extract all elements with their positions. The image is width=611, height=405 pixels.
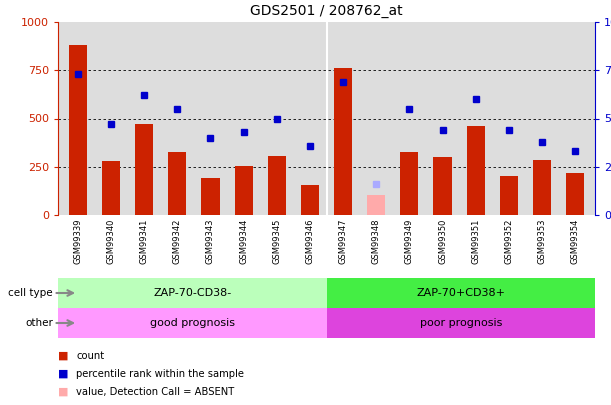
Bar (367, 195, 386, 215)
Bar (102, 161, 120, 215)
Text: GSM99352: GSM99352 (504, 218, 513, 264)
Text: poor prognosis: poor prognosis (420, 318, 502, 328)
Bar (500, 177, 518, 215)
Bar (301, 185, 319, 215)
Text: cell type: cell type (9, 288, 53, 298)
Text: count: count (76, 351, 104, 361)
Text: GSM99339: GSM99339 (73, 218, 82, 264)
Title: GDS2501 / 208762_at: GDS2501 / 208762_at (250, 4, 403, 18)
Bar (168, 152, 186, 215)
Bar (235, 166, 253, 215)
Text: GSM99353: GSM99353 (538, 218, 546, 264)
Bar (400, 152, 419, 215)
Text: GSM99344: GSM99344 (239, 218, 248, 264)
Bar (467, 126, 485, 215)
Bar (69, 45, 87, 215)
Text: GSM99343: GSM99343 (206, 218, 215, 264)
Text: percentile rank within the sample: percentile rank within the sample (76, 369, 244, 379)
Text: other: other (25, 318, 53, 328)
Bar (533, 160, 551, 215)
Text: ■: ■ (58, 387, 68, 397)
Text: good prognosis: good prognosis (150, 318, 235, 328)
Text: GSM99351: GSM99351 (471, 218, 480, 264)
Text: GSM99340: GSM99340 (106, 218, 115, 264)
Text: GSM99347: GSM99347 (338, 218, 348, 264)
Bar (202, 178, 219, 215)
Text: GSM99345: GSM99345 (273, 218, 281, 264)
Bar (326, 278, 595, 308)
Text: GSM99354: GSM99354 (571, 218, 580, 264)
Text: GSM99341: GSM99341 (140, 218, 148, 264)
Bar (135, 124, 153, 215)
Bar (334, 68, 352, 215)
Text: ■: ■ (58, 351, 68, 361)
Text: ■: ■ (58, 369, 68, 379)
Text: ZAP-70+CD38+: ZAP-70+CD38+ (416, 288, 505, 298)
Text: value, Detection Call = ABSENT: value, Detection Call = ABSENT (76, 387, 235, 397)
Text: GSM99342: GSM99342 (173, 218, 182, 264)
Bar (58, 308, 326, 338)
Bar (326, 308, 595, 338)
Bar (58, 278, 326, 308)
Text: GSM99346: GSM99346 (306, 218, 315, 264)
Text: GSM99350: GSM99350 (438, 218, 447, 264)
Bar (433, 157, 452, 215)
Text: GSM99348: GSM99348 (371, 218, 381, 264)
Text: ZAP-70-CD38-: ZAP-70-CD38- (153, 288, 232, 298)
Bar (566, 173, 584, 215)
Text: GSM99349: GSM99349 (405, 218, 414, 264)
Bar (268, 156, 286, 215)
